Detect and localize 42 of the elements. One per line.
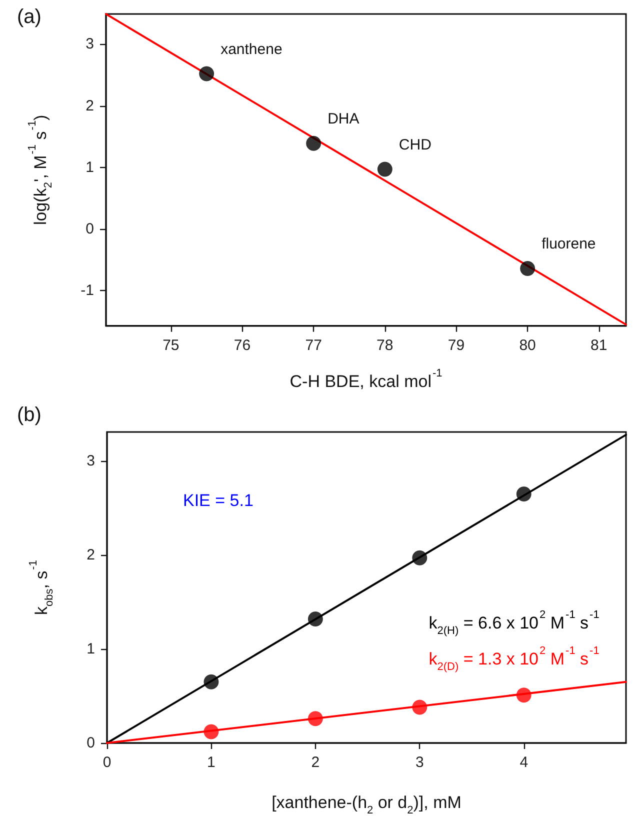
point [199,66,214,82]
y-tick-label: 0 [86,220,94,238]
point [308,711,323,726]
point [516,688,532,703]
point [204,724,219,740]
annotation: fluorene [542,235,596,252]
y-tick-label: 2 [86,97,94,114]
x-tick-label: 81 [590,336,608,354]
y-tick-label: 3 [86,36,94,53]
x-tick-label: 1 [207,754,216,771]
point [204,674,219,690]
annotation: KIE = 5.1 [183,491,254,510]
y-tick-label: -1 [80,282,94,300]
y-tick-label: 2 [86,546,95,564]
point [520,260,536,276]
y-tick-label: 1 [86,158,94,176]
x-tick-label: 75 [162,336,180,354]
point [306,136,322,151]
point [308,611,323,626]
x-tick-label: 3 [415,754,424,771]
y-tick-label: 0 [86,734,95,752]
y-axis-title: log(k2', M-1 s-1) [26,114,54,226]
x-tick-label: 80 [519,336,536,354]
point [377,162,392,177]
annotation: xanthene [220,40,282,58]
x-tick-label: 76 [234,336,251,354]
point [412,700,428,715]
x-tick-label: 79 [448,336,465,354]
x-tick-label: 78 [376,336,394,354]
y-axis-title: kobs, s-1 [27,560,56,615]
chart-title: (b) [17,404,42,426]
annotation: CHD [398,136,432,154]
x-tick-label: 0 [102,754,112,771]
point [412,550,428,566]
x-tick-label: 77 [305,336,322,354]
annotation: DHA [328,110,360,128]
point [516,486,532,502]
x-tick-label: 2 [311,754,320,771]
chart-title: (a) [17,6,42,28]
y-tick-label: 1 [86,640,95,658]
x-tick-label: 4 [520,754,528,771]
y-tick-label: 3 [86,452,95,470]
